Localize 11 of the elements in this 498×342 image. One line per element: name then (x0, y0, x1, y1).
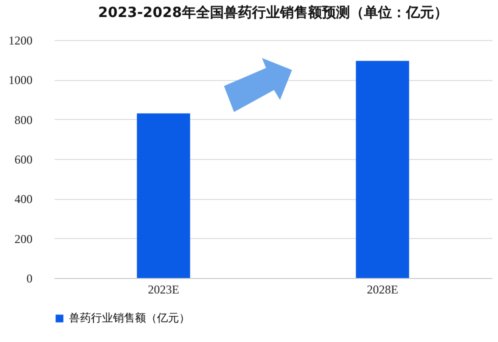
y-tick-label: 600 (14, 152, 32, 166)
y-tick-label: 400 (14, 192, 32, 206)
x-tick-label: 2023E (148, 282, 180, 296)
legend-label: 兽药行业销售额（亿元） (69, 312, 190, 324)
y-tick-label: 800 (14, 112, 32, 127)
chart-title: 2023-2028年全国兽药行业销售额预测（单位：亿元） (98, 4, 448, 21)
y-tick-label: 200 (14, 232, 32, 246)
y-tick-label: 1000 (8, 73, 32, 88)
x-tick-label: 2028E (366, 282, 398, 296)
y-tick-label: 1200 (8, 34, 32, 48)
y-tick-label: 0 (26, 272, 32, 286)
